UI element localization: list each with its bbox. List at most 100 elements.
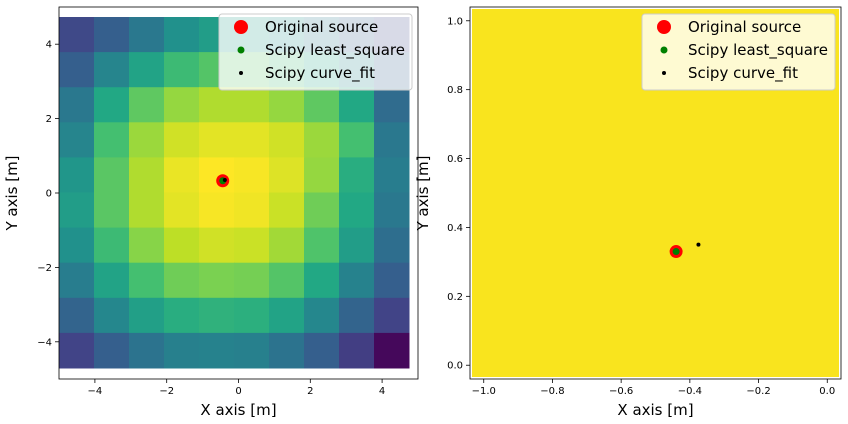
heatmap-cell <box>269 297 305 334</box>
legend-marker <box>239 71 243 75</box>
heatmap-cell <box>59 87 95 123</box>
heatmap-cell <box>94 192 130 229</box>
y-tick-label: 0.2 <box>447 292 463 303</box>
heatmap-cell <box>234 192 270 229</box>
heatmap-cell <box>339 157 375 193</box>
heatmap-cell <box>339 262 375 299</box>
heatmap-cell <box>269 192 305 229</box>
legend-marker <box>662 71 666 75</box>
heatmap-cell <box>164 52 200 88</box>
heatmap-cell <box>304 332 340 369</box>
x-axis-label: X axis [m] <box>200 401 276 419</box>
heatmap-cell <box>269 332 305 369</box>
heatmap-cell <box>199 297 235 334</box>
x-tick-label: 2 <box>307 386 313 397</box>
legend: Original source Scipy least_square Scipy c… <box>218 13 413 91</box>
heatmap-cell <box>339 297 375 334</box>
y-tick-label: −2 <box>37 263 52 274</box>
heatmap-cell <box>164 227 200 264</box>
heatmap-cell <box>94 297 130 334</box>
y-tick-label: 0.0 <box>447 361 463 372</box>
legend-entry-label: Scipy least_square <box>688 41 828 60</box>
heatmap-cell <box>129 227 165 264</box>
x-tick-label: −4 <box>88 386 103 397</box>
heatmap-cell <box>234 262 270 299</box>
heatmap-cell <box>164 332 200 369</box>
heatmap-cell <box>339 87 375 123</box>
y-tick-label: 0.8 <box>447 85 463 96</box>
legend-entry-label: Scipy curve_fit <box>265 64 375 83</box>
heatmap-cell <box>304 157 340 193</box>
x-tick-label: −0.6 <box>609 386 633 397</box>
heatmap-cell <box>269 227 305 264</box>
heatmap-cell <box>164 157 200 193</box>
x-tick-label: 0 <box>235 386 241 397</box>
heatmap-cell <box>94 52 130 88</box>
heatmap-cell <box>94 157 130 193</box>
axes-frame <box>469 6 842 380</box>
heatmap-cell <box>129 122 165 158</box>
heatmap-cell <box>304 192 340 229</box>
heatmap-cell <box>374 122 410 158</box>
heatmap-cell <box>59 227 95 264</box>
y-tick-label: 0 <box>46 189 52 200</box>
heatmap-cell <box>129 157 165 193</box>
heatmap-cell <box>304 122 340 158</box>
y-tick-label: 0.4 <box>447 223 463 234</box>
x-tick-label: −0.4 <box>678 386 702 397</box>
heatmap-cell <box>374 332 410 369</box>
heatmap-cell <box>199 262 235 299</box>
heatmap-cell <box>164 297 200 334</box>
heatmap-cell <box>59 52 95 88</box>
heatmap-cell <box>94 122 130 158</box>
heatmap-cell <box>374 87 410 123</box>
heatmap-cell <box>269 262 305 299</box>
heatmap-cell <box>304 87 340 123</box>
x-tick-label: 0.0 <box>819 386 835 397</box>
heatmap-cell <box>269 157 305 193</box>
axes-2: −1.0 −0.8 −0.6 −0.4 −0.2 0.0 0.0 0.2 0.4 0.6 0.8 1.… <box>414 6 842 419</box>
x-axis-label: X axis [m] <box>617 401 693 419</box>
heatmap-cell <box>374 262 410 299</box>
heatmap-cell <box>339 122 375 158</box>
heatmap-cell <box>94 17 130 53</box>
heatmap-cell <box>94 227 130 264</box>
heatmap-cell <box>94 87 130 123</box>
x-tick-label: 4 <box>379 386 385 397</box>
heatmap-cell <box>269 87 305 123</box>
heatmap-cell <box>234 122 270 158</box>
heatmap-cell <box>339 192 375 229</box>
heatmap-cell <box>199 192 235 229</box>
heatmap-cell <box>199 332 235 369</box>
heatmap-cell <box>234 297 270 334</box>
heatmap-cell <box>199 157 235 193</box>
heatmap-cell <box>59 157 95 193</box>
heatmap-cell <box>374 227 410 264</box>
x-tick-label: −2 <box>159 386 174 397</box>
heatmap-cell <box>304 262 340 299</box>
legend-entry-label: Scipy least_square <box>265 41 405 60</box>
heatmap-cell <box>164 262 200 299</box>
legend-entry-label: Scipy curve_fit <box>688 64 798 83</box>
heatmap-cell <box>199 122 235 158</box>
legend-marker <box>237 46 245 54</box>
y-tick-label: 2 <box>46 114 52 125</box>
legend: Original source Scipy least_square Scipy c… <box>641 13 836 91</box>
heatmap-cell <box>129 87 165 123</box>
heatmap-cell <box>94 262 130 299</box>
y-tick-label: 4 <box>46 40 52 51</box>
legend-marker <box>234 20 248 34</box>
legend-entry-label: Original source <box>688 18 801 36</box>
x-tick-label: −1.0 <box>472 386 496 397</box>
heatmap-cell <box>304 227 340 264</box>
heatmap-cell <box>59 262 95 299</box>
heatmap-cell <box>269 122 305 158</box>
legend-marker <box>657 20 671 34</box>
heatmap-cell <box>164 122 200 158</box>
heatmap-cell <box>59 17 95 53</box>
heatmap-cell <box>374 192 410 229</box>
heatmap-cell <box>164 17 200 53</box>
x-tick-label: −0.8 <box>540 386 564 397</box>
axes-1: −4 −2 0 2 4 −4 −2 0 2 4 X axis [m] Y axis [m] Origin… <box>3 6 419 419</box>
y-tick-label: 0.6 <box>447 154 463 165</box>
